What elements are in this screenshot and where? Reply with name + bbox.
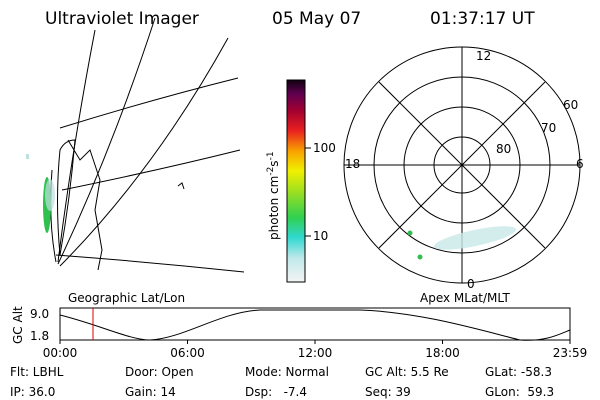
mlt-label: 18 bbox=[345, 157, 360, 171]
time-axis: 00:00 06:00 12:00 18:00 23:59 bbox=[43, 340, 588, 360]
mlt-label: 6 bbox=[576, 157, 584, 171]
altitude-axis-label: GC Alt bbox=[11, 306, 25, 344]
lat-label: 60 bbox=[563, 98, 578, 112]
status-field: Seq: 39 bbox=[365, 385, 411, 399]
mlt-label: 12 bbox=[476, 49, 491, 63]
altitude-frame bbox=[59, 307, 571, 341]
lat-label: 80 bbox=[496, 142, 511, 156]
polar-plot bbox=[343, 46, 581, 284]
time-label: 23:59 bbox=[553, 346, 588, 360]
status-field: Gain: 14 bbox=[125, 385, 176, 399]
colorbar-label: photon cm-2s-1 bbox=[266, 151, 281, 240]
status-field: Mode: Normal bbox=[245, 365, 329, 379]
map-label: Geographic Lat/Lon bbox=[68, 291, 185, 305]
status-panel: Flt: LBHL Door: Open Mode: Normal GC Alt: 5… bbox=[10, 365, 554, 399]
instrument-title: Ultraviolet Imager bbox=[45, 9, 199, 29]
time-label: 12:00 bbox=[298, 346, 333, 360]
date: 05 May 07 bbox=[272, 9, 361, 29]
colorbar-tick: 10 bbox=[313, 229, 328, 243]
time-label: 18:00 bbox=[425, 346, 460, 360]
status-field: GLat: -58.3 bbox=[485, 365, 552, 379]
altitude-tick: 9.0 bbox=[30, 307, 49, 321]
label-part: s bbox=[267, 160, 281, 166]
status-field: IP: 36.0 bbox=[10, 385, 55, 399]
mlt-label: 0 bbox=[467, 277, 475, 291]
label-part: -2 bbox=[266, 167, 276, 176]
colorbar-tick: 100 bbox=[313, 141, 336, 155]
status-field: GLon: 59.3 bbox=[485, 385, 554, 399]
altitude-tick: 1.8 bbox=[30, 329, 49, 343]
status-field: Door: Open bbox=[125, 365, 194, 379]
geo-map bbox=[26, 17, 245, 273]
time-label: 00:00 bbox=[43, 346, 78, 360]
status-field: Flt: LBHL bbox=[10, 365, 64, 379]
polar-label: Apex MLat/MLT bbox=[420, 291, 510, 305]
label-part: photon cm bbox=[267, 176, 281, 240]
lat-label: 70 bbox=[541, 121, 556, 135]
status-field: GC Alt: 5.5 Re bbox=[365, 365, 449, 379]
altitude-curve bbox=[59, 309, 571, 341]
colorbar bbox=[286, 79, 306, 283]
status-field: Dsp: -7.4 bbox=[245, 385, 307, 399]
time-label: 06:00 bbox=[170, 346, 205, 360]
label-part: -1 bbox=[266, 151, 276, 160]
time: 01:37:17 UT bbox=[430, 9, 535, 29]
